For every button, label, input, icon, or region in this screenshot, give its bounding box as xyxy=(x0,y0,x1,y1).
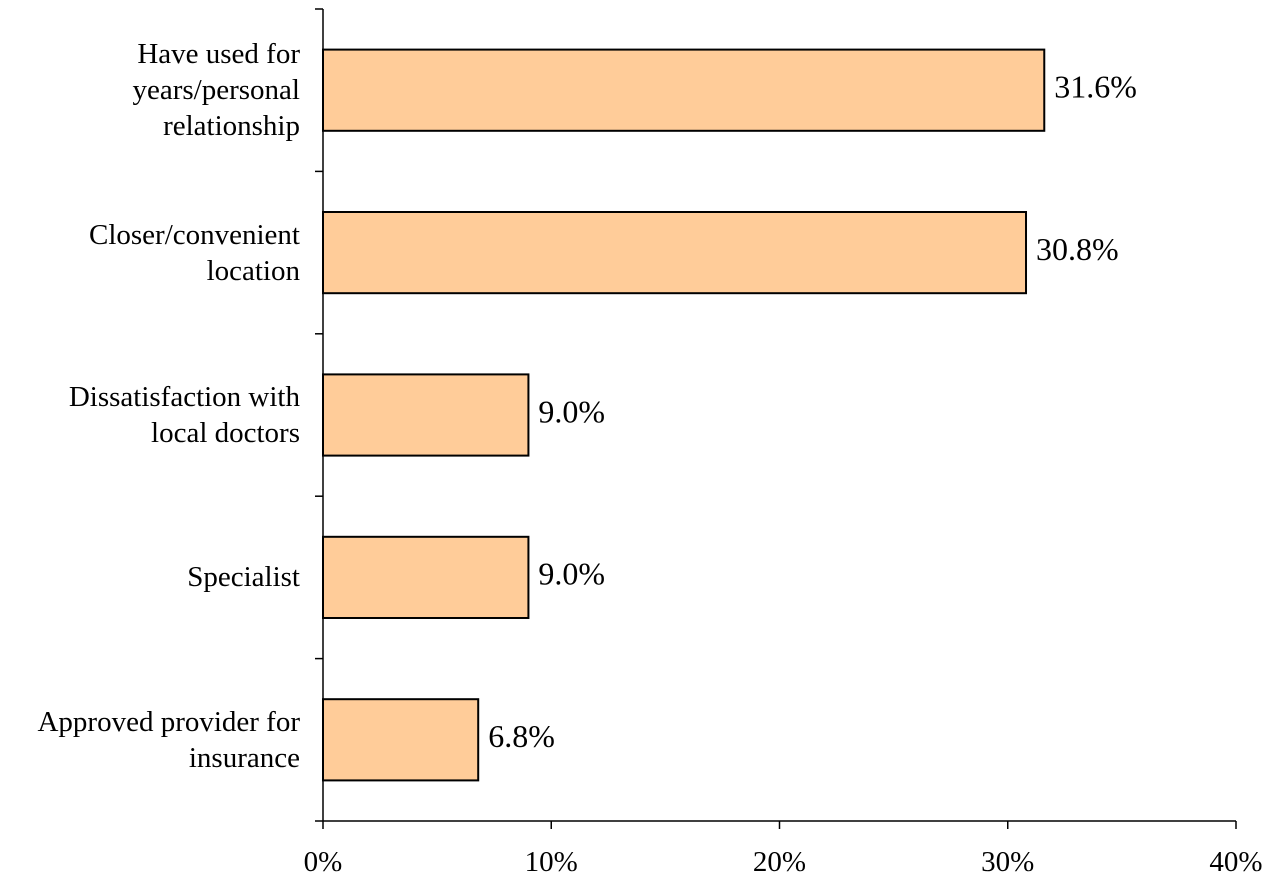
category-label: Closer/convenient location xyxy=(89,217,300,289)
x-tick-label: 30% xyxy=(981,846,1034,878)
category-label: Dissatisfaction with local doctors xyxy=(69,379,300,451)
category-label-line: insurance xyxy=(188,741,300,774)
bar xyxy=(322,535,530,619)
bar xyxy=(322,48,1046,132)
bar-value-label: 9.0% xyxy=(538,393,605,429)
value-labels-layer: 31.6% 30.8% 9.0% 9.0% 6.8% xyxy=(488,69,1137,755)
category-label-line: Dissatisfaction with xyxy=(68,381,300,413)
bars-layer xyxy=(322,48,1046,782)
bar-value-label: 6.8% xyxy=(488,718,555,754)
x-tick-label: 10% xyxy=(525,846,578,878)
category-label-line: relationship xyxy=(163,110,300,143)
category-label: Approved provider for insurance xyxy=(37,704,300,776)
tick-labels-layer: 0% 10% 20% 30% 40% xyxy=(304,846,1263,878)
category-label: Have used for years/personal relationship xyxy=(133,36,301,144)
bar-value-label: 30.8% xyxy=(1036,231,1119,267)
bar-value-label: 9.0% xyxy=(538,556,605,592)
bar xyxy=(322,211,1028,295)
x-tick-label: 0% xyxy=(304,846,343,878)
bar-value-label: 31.6% xyxy=(1054,69,1137,105)
category-label-line: Specialist xyxy=(187,561,300,594)
category-label-line: years/personal xyxy=(132,74,301,107)
axis-layer xyxy=(315,8,1237,829)
x-tick-label: 40% xyxy=(1209,846,1262,878)
category-label-line: Closer/convenient xyxy=(88,218,300,251)
x-tick-label: 20% xyxy=(753,846,806,878)
category-label-line: Have used for xyxy=(137,38,300,71)
category-label-line: local doctors xyxy=(151,417,300,449)
category-label-line: location xyxy=(206,254,300,287)
category-label-line: Approved provider for xyxy=(37,705,300,738)
category-label: Specialist xyxy=(187,559,300,595)
bar xyxy=(322,698,480,782)
bar xyxy=(322,373,530,457)
